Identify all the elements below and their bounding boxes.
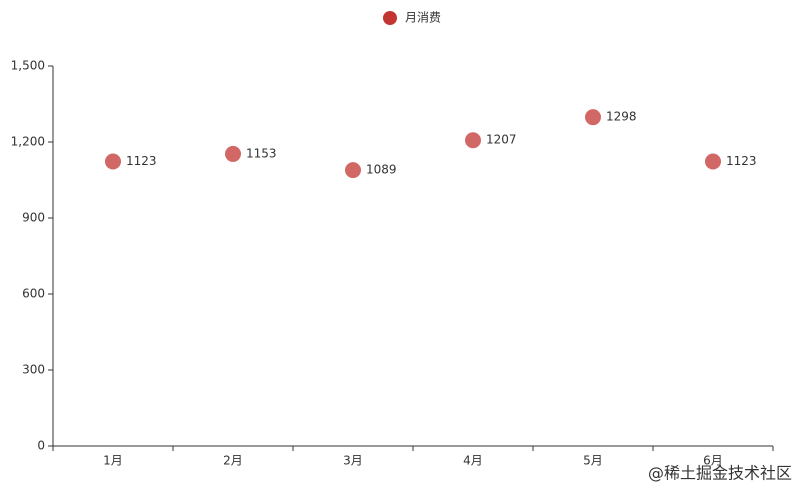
y-tick-label: 300 bbox=[22, 363, 45, 377]
y-tick-label: 900 bbox=[22, 211, 45, 225]
x-tick-label: 4月 bbox=[463, 454, 483, 468]
legend-label: 月消费 bbox=[405, 11, 441, 25]
legend-marker bbox=[383, 11, 397, 25]
x-tick-label: 1月 bbox=[103, 454, 123, 468]
data-label: 1207 bbox=[486, 133, 517, 147]
point bbox=[105, 153, 121, 170]
x-tick-label: 3月 bbox=[343, 454, 363, 468]
data-label: 1089 bbox=[366, 163, 397, 177]
data-label: 1123 bbox=[126, 154, 157, 168]
point bbox=[705, 153, 721, 170]
y-tick-label: 1,500 bbox=[11, 59, 45, 73]
point bbox=[585, 109, 601, 126]
x-tick-label: 6月 bbox=[703, 454, 723, 468]
y-tick-label: 0 bbox=[37, 439, 45, 453]
point bbox=[465, 132, 481, 149]
y-tick-label: 1,200 bbox=[11, 135, 45, 149]
x-tick-label: 5月 bbox=[583, 454, 603, 468]
data-label: 1153 bbox=[246, 146, 277, 160]
point bbox=[225, 145, 241, 162]
data-label: 1298 bbox=[606, 110, 637, 124]
point bbox=[345, 162, 361, 179]
x-tick-label: 2月 bbox=[223, 454, 243, 468]
watermark: @稀土掘金技术社区 bbox=[648, 464, 792, 483]
y-tick-label: 600 bbox=[22, 287, 45, 301]
data-label: 1123 bbox=[726, 154, 757, 168]
